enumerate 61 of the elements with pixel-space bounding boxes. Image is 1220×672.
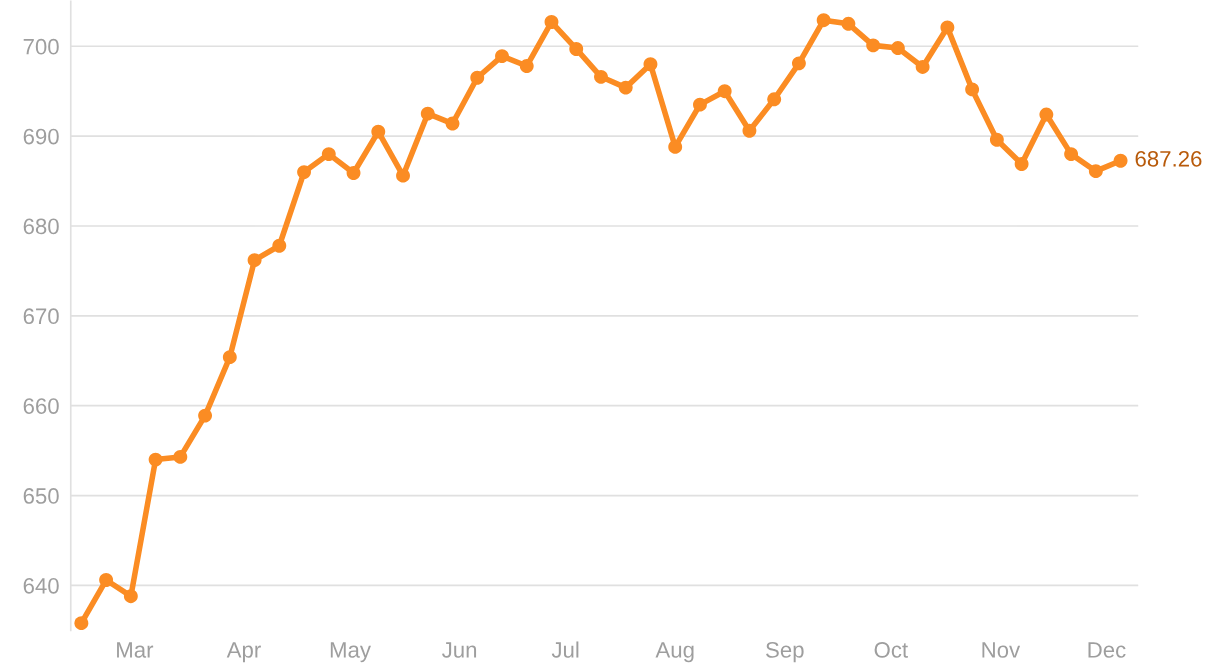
- point: [1088, 164, 1103, 179]
- x-tick-label: Mar: [117, 642, 154, 658]
- point: [297, 165, 311, 180]
- point: [890, 41, 905, 56]
- x-tick-label: Apr: [226, 642, 261, 663]
- point: [1064, 147, 1079, 162]
- point: [915, 59, 930, 74]
- point: [841, 16, 856, 31]
- point: [940, 20, 955, 35]
- x-tick-label: Oct: [874, 642, 908, 658]
- point: [668, 139, 683, 154]
- point: [445, 116, 460, 131]
- point: [371, 124, 386, 139]
- point: [321, 147, 336, 162]
- point: [1039, 107, 1054, 122]
- y-tick-label: 690: [23, 128, 59, 145]
- point: [99, 573, 114, 587]
- point: [965, 82, 980, 97]
- point: [470, 70, 485, 85]
- point: [420, 106, 435, 121]
- point: [198, 408, 213, 423]
- point: [346, 166, 361, 180]
- x-tick-label: Dec: [1088, 642, 1126, 658]
- point: [816, 13, 831, 28]
- point: [693, 97, 707, 112]
- y-tick-label: 660: [23, 398, 59, 414]
- point: [866, 38, 881, 53]
- point: [618, 80, 633, 95]
- point: [717, 84, 732, 99]
- x-tick-label: Sep: [766, 642, 804, 663]
- point: [272, 238, 287, 253]
- y-tick-label: 650: [23, 488, 59, 504]
- point: [594, 69, 608, 84]
- point: [247, 253, 262, 268]
- x-tick-label: Nov: [982, 642, 1021, 658]
- point: [989, 132, 1004, 147]
- point: [1113, 153, 1128, 168]
- x-tick-label: Jun: [442, 642, 477, 658]
- y-tick-label: 680: [23, 218, 59, 235]
- point: [148, 452, 163, 467]
- point: [495, 49, 509, 64]
- point: [767, 92, 782, 107]
- point: [569, 42, 584, 56]
- point: [643, 57, 658, 72]
- y-tick-label: 640: [23, 577, 59, 594]
- point: [1014, 157, 1029, 171]
- point: [173, 449, 188, 464]
- point: [222, 350, 237, 365]
- y-tick-label: 670: [23, 308, 59, 325]
- x-tick-label: Aug: [655, 642, 694, 663]
- point: [123, 589, 138, 604]
- point: [74, 616, 89, 631]
- x-tick-label: Jul: [551, 641, 579, 658]
- point: [791, 56, 806, 71]
- x-tick-label: May: [330, 642, 371, 663]
- point: [742, 123, 757, 138]
- point: [396, 168, 410, 183]
- annotation: 687.26: [1135, 150, 1202, 167]
- point: [519, 59, 534, 73]
- y-tick-label: 700: [23, 38, 59, 55]
- point: [544, 15, 559, 29]
